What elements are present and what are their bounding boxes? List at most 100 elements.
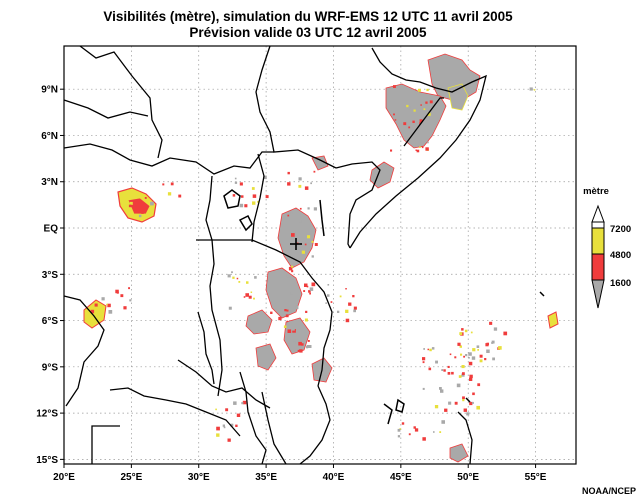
visibility-speckle	[408, 127, 410, 129]
visibility-speckle	[286, 314, 289, 317]
visibility-speckle	[95, 304, 98, 307]
visibility-speckle	[291, 270, 293, 272]
visibility-speckle	[249, 296, 252, 299]
legend-swatch-red	[592, 254, 604, 280]
visibility-speckle	[300, 216, 302, 218]
visibility-speckle	[469, 362, 473, 366]
visibility-speckle	[435, 361, 438, 364]
lon-tick-label: 35°E	[255, 472, 277, 483]
visibility-speckle	[480, 359, 483, 362]
visibility-speckle	[454, 356, 456, 358]
visibility-speckle	[216, 427, 220, 431]
visibility-speckle	[291, 266, 293, 268]
visibility-speckle	[293, 341, 296, 344]
visibility-speckle	[455, 402, 458, 405]
visibility-speckle	[489, 322, 492, 325]
lon-tick-label: 30°E	[188, 472, 210, 483]
longitude-ticks: 20°E 25°E 30°E 35°E 40°E 45°E 50°E 55°E	[53, 464, 547, 483]
visibility-speckle	[395, 119, 397, 121]
visibility-speckle	[178, 195, 181, 198]
lat-tick-label: 9°N	[41, 85, 58, 96]
visibility-speckle	[237, 278, 239, 280]
visibility-speckle	[305, 319, 308, 322]
visibility-speckle	[278, 317, 281, 320]
visibility-speckle	[422, 146, 424, 148]
visibility-speckle	[432, 347, 435, 350]
visibility-speckle	[231, 271, 233, 273]
visibility-speckle	[346, 319, 350, 323]
visibility-speckle	[472, 393, 475, 396]
visibility-speckle	[303, 290, 305, 292]
visibility-speckle	[345, 310, 348, 313]
visibility-speckle	[441, 420, 445, 424]
visibility-speckle	[426, 117, 429, 120]
visibility-speckle	[312, 241, 314, 243]
visibility-speckle	[425, 102, 427, 104]
legend-title: mètre	[583, 186, 609, 197]
visibility-speckle	[480, 355, 483, 358]
visibility-speckle	[423, 388, 425, 390]
visibility-speckle	[270, 312, 272, 314]
visibility-speckle	[429, 349, 432, 352]
visibility-speckle	[419, 146, 421, 148]
map-frame	[64, 46, 576, 464]
visibility-speckle	[228, 274, 231, 277]
visibility-speckle	[241, 402, 243, 404]
latitude-ticks: 9°N 6°N 3°N EQ 3°S 6°S 9°S 12°S 15°S	[36, 85, 64, 466]
lat-tick-label: 12°S	[36, 409, 58, 420]
visibility-speckle	[472, 356, 475, 359]
visibility-speckle	[468, 352, 472, 356]
visibility-speckle	[284, 325, 287, 328]
visibility-speckle	[233, 194, 236, 197]
visibility-speckle	[302, 251, 305, 254]
visibility-speckle	[284, 309, 286, 311]
visibility-speckle	[107, 304, 111, 308]
lon-tick-label: 25°E	[120, 472, 142, 483]
visibility-speckle	[145, 197, 147, 199]
visibility-speckle	[424, 108, 426, 110]
visibility-speckle	[435, 405, 438, 408]
visibility-speckle	[465, 330, 468, 333]
visibility-speckle	[299, 177, 302, 180]
legend-level-7200: 7200	[610, 224, 631, 235]
visibility-speckle	[340, 296, 342, 298]
visibility-speckle	[448, 402, 451, 405]
visibility-speckle	[235, 182, 237, 184]
visibility-speckle	[416, 150, 418, 152]
visibility-speckle	[308, 243, 310, 245]
visibility-speckle	[426, 89, 428, 91]
visibility-speckle	[305, 244, 307, 246]
visibility-speckle	[422, 437, 426, 441]
visibility-speckle	[141, 211, 144, 214]
visibility-speckle	[462, 399, 464, 401]
visibility-speckle	[241, 195, 244, 198]
visibility-speckle	[287, 310, 289, 312]
visibility-speckle	[128, 287, 130, 289]
visibility-speckle	[429, 368, 432, 371]
visibility-speckle	[304, 217, 307, 220]
visibility-speckle	[287, 274, 290, 277]
visibility-speckle	[354, 307, 357, 310]
visibility-speckle	[428, 349, 430, 351]
visibility-speckle	[298, 342, 302, 346]
visibility-speckle	[409, 433, 411, 435]
visibility-speckle	[238, 281, 240, 283]
visibility-speckle	[162, 183, 164, 185]
visibility-speckle	[244, 204, 247, 207]
visibility-speckle	[150, 202, 154, 206]
map-title-line2: Prévision valide 03 UTC 12 avril 2005	[189, 25, 427, 40]
legend-swatch-white-body	[592, 222, 604, 228]
visibility-speckle	[463, 356, 465, 358]
lat-tick-label: 3°S	[42, 270, 59, 281]
visibility-speckle	[237, 414, 240, 417]
visibility-speckle	[129, 205, 132, 208]
visibility-speckle	[215, 409, 217, 411]
visibility-speckle	[225, 408, 228, 411]
visibility-speckle	[331, 301, 333, 303]
visibility-speckle	[228, 439, 231, 442]
visibility-speckle	[315, 243, 318, 246]
visibility-speckle	[430, 100, 433, 103]
visibility-speckle	[427, 133, 430, 136]
visibility-speckle	[293, 225, 295, 227]
visibility-speckle	[441, 369, 443, 371]
